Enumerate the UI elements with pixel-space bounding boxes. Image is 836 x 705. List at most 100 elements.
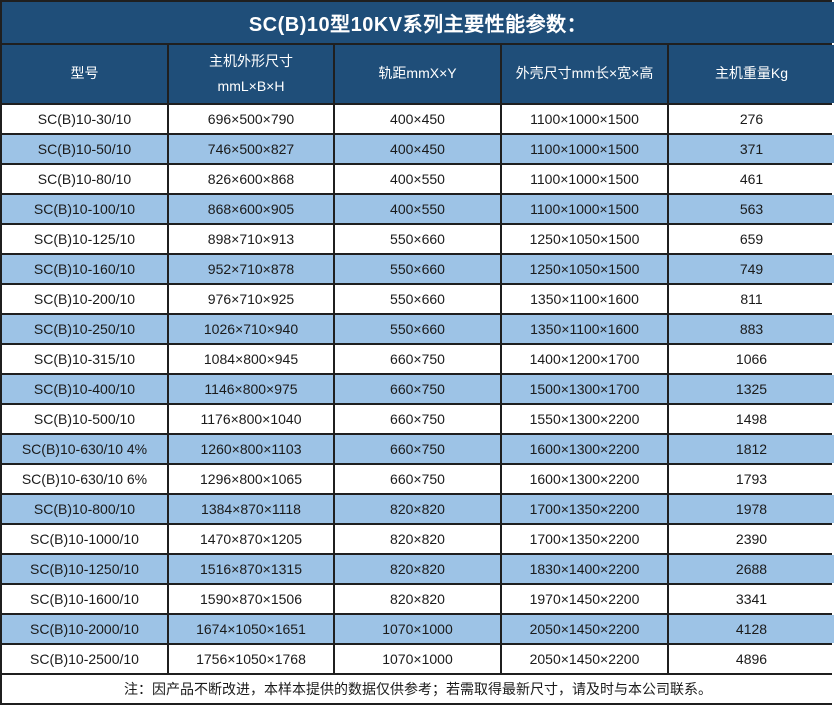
cell-host-dimensions: 1590×870×1506: [169, 585, 333, 613]
cell-shell-dimensions: 1550×1300×2200: [502, 405, 667, 433]
cell-rail-gauge: 820×820: [335, 585, 500, 613]
cell-shell-dimensions: 1600×1300×2200: [502, 435, 667, 463]
cell-rail-gauge: 820×820: [335, 555, 500, 583]
cell-rail-gauge: 400×450: [335, 135, 500, 163]
cell-weight: 1498: [669, 405, 834, 433]
cell-weight: 749: [669, 255, 834, 283]
cell-rail-gauge: 660×750: [335, 435, 500, 463]
cell-rail-gauge: 660×750: [335, 375, 500, 403]
cell-model: SC(B)10-315/10: [2, 345, 167, 373]
cell-host-dimensions: 1384×870×1118: [169, 495, 333, 523]
cell-host-dimensions: 1146×800×975: [169, 375, 333, 403]
cell-weight: 371: [669, 135, 834, 163]
cell-weight: 4128: [669, 615, 834, 643]
header-cell-weight: 主机重量Kg: [669, 45, 834, 103]
table-title: SC(B)10型10KV系列主要性能参数：: [2, 2, 834, 43]
cell-shell-dimensions: 1600×1300×2200: [502, 465, 667, 493]
cell-model: SC(B)10-400/10: [2, 375, 167, 403]
cell-model: SC(B)10-630/10 4%: [2, 435, 167, 463]
cell-model: SC(B)10-630/10 6%: [2, 465, 167, 493]
cell-model: SC(B)10-30/10: [2, 105, 167, 133]
cell-weight: 4896: [669, 645, 834, 673]
cell-weight: 1325: [669, 375, 834, 403]
cell-model: SC(B)10-1250/10: [2, 555, 167, 583]
cell-model: SC(B)10-1000/10: [2, 525, 167, 553]
cell-host-dimensions: 1470×870×1205: [169, 525, 333, 553]
cell-shell-dimensions: 1350×1100×1600: [502, 315, 667, 343]
cell-shell-dimensions: 1700×1350×2200: [502, 525, 667, 553]
cell-host-dimensions: 826×600×868: [169, 165, 333, 193]
cell-weight: 563: [669, 195, 834, 223]
cell-host-dimensions: 746×500×827: [169, 135, 333, 163]
cell-model: SC(B)10-50/10: [2, 135, 167, 163]
cell-rail-gauge: 400×450: [335, 105, 500, 133]
header-cell-rail-gauge: 轨距mmX×Y: [335, 45, 500, 103]
cell-weight: 883: [669, 315, 834, 343]
cell-shell-dimensions: 2050×1450×2200: [502, 645, 667, 673]
cell-weight: 1978: [669, 495, 834, 523]
cell-weight: 2688: [669, 555, 834, 583]
cell-weight: 2390: [669, 525, 834, 553]
cell-weight: 1066: [669, 345, 834, 373]
cell-shell-dimensions: 1100×1000×1500: [502, 165, 667, 193]
cell-shell-dimensions: 1700×1350×2200: [502, 495, 667, 523]
cell-host-dimensions: 1674×1050×1651: [169, 615, 333, 643]
cell-host-dimensions: 898×710×913: [169, 225, 333, 253]
cell-shell-dimensions: 1970×1450×2200: [502, 585, 667, 613]
cell-shell-dimensions: 1100×1000×1500: [502, 135, 667, 163]
cell-weight: 1812: [669, 435, 834, 463]
table-footnote: 注：因产品不断改进，本样本提供的数据仅供参考；若需取得最新尺寸，请及时与本公司联…: [2, 675, 834, 703]
cell-model: SC(B)10-800/10: [2, 495, 167, 523]
cell-model: SC(B)10-125/10: [2, 225, 167, 253]
cell-rail-gauge: 820×820: [335, 495, 500, 523]
cell-host-dimensions: 1756×1050×1768: [169, 645, 333, 673]
cell-weight: 1793: [669, 465, 834, 493]
cell-rail-gauge: 550×660: [335, 225, 500, 253]
cell-rail-gauge: 1070×1000: [335, 615, 500, 643]
cell-rail-gauge: 660×750: [335, 465, 500, 493]
cell-shell-dimensions: 1500×1300×1700: [502, 375, 667, 403]
cell-model: SC(B)10-500/10: [2, 405, 167, 433]
cell-host-dimensions: 868×600×905: [169, 195, 333, 223]
cell-host-dimensions: 1260×800×1103: [169, 435, 333, 463]
cell-weight: 276: [669, 105, 834, 133]
cell-host-dimensions: 1026×710×940: [169, 315, 333, 343]
cell-rail-gauge: 660×750: [335, 345, 500, 373]
cell-rail-gauge: 1070×1000: [335, 645, 500, 673]
cell-rail-gauge: 820×820: [335, 525, 500, 553]
cell-rail-gauge: 550×660: [335, 285, 500, 313]
header-cell-shell-dimensions: 外壳尺寸mm长×宽×高: [502, 45, 667, 103]
header-cell-host-dimensions: 主机外形尺寸 mmL×B×H: [169, 45, 333, 103]
cell-weight: 3341: [669, 585, 834, 613]
cell-rail-gauge: 550×660: [335, 255, 500, 283]
cell-shell-dimensions: 2050×1450×2200: [502, 615, 667, 643]
cell-host-dimensions: 952×710×878: [169, 255, 333, 283]
cell-shell-dimensions: 1350×1100×1600: [502, 285, 667, 313]
cell-rail-gauge: 550×660: [335, 315, 500, 343]
cell-weight: 461: [669, 165, 834, 193]
cell-shell-dimensions: 1400×1200×1700: [502, 345, 667, 373]
cell-weight: 659: [669, 225, 834, 253]
cell-model: SC(B)10-160/10: [2, 255, 167, 283]
cell-shell-dimensions: 1100×1000×1500: [502, 105, 667, 133]
cell-host-dimensions: 696×500×790: [169, 105, 333, 133]
cell-model: SC(B)10-2500/10: [2, 645, 167, 673]
cell-host-dimensions: 1516×870×1315: [169, 555, 333, 583]
cell-model: SC(B)10-250/10: [2, 315, 167, 343]
header-cell-model: 型号: [2, 45, 167, 103]
cell-rail-gauge: 400×550: [335, 195, 500, 223]
cell-shell-dimensions: 1100×1000×1500: [502, 195, 667, 223]
cell-host-dimensions: 1084×800×945: [169, 345, 333, 373]
cell-model: SC(B)10-200/10: [2, 285, 167, 313]
cell-rail-gauge: 400×550: [335, 165, 500, 193]
cell-weight: 811: [669, 285, 834, 313]
cell-model: SC(B)10-100/10: [2, 195, 167, 223]
cell-model: SC(B)10-1600/10: [2, 585, 167, 613]
cell-shell-dimensions: 1250×1050×1500: [502, 225, 667, 253]
cell-shell-dimensions: 1830×1400×2200: [502, 555, 667, 583]
cell-shell-dimensions: 1250×1050×1500: [502, 255, 667, 283]
cell-host-dimensions: 976×710×925: [169, 285, 333, 313]
cell-host-dimensions: 1296×800×1065: [169, 465, 333, 493]
cell-model: SC(B)10-2000/10: [2, 615, 167, 643]
